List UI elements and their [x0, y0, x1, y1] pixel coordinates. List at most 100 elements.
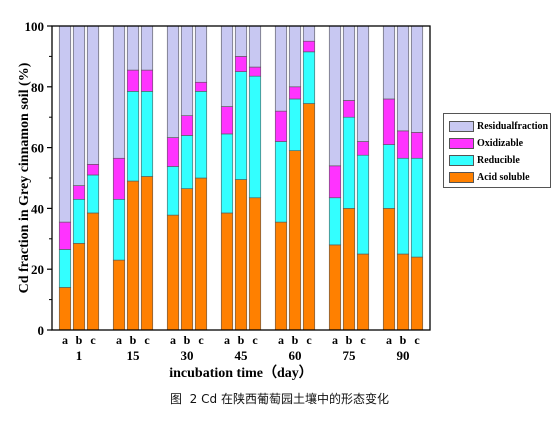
bar-segment	[140, 69, 154, 92]
x-group-label: 90	[397, 348, 410, 363]
bar-segment	[302, 103, 316, 331]
x-subcategory-label: a	[224, 333, 230, 347]
bar-segment	[342, 116, 356, 209]
legend-label: Reducible	[477, 155, 520, 166]
bar-segment	[410, 256, 424, 331]
y-tick-label: 100	[25, 19, 45, 34]
x-subcategory-label: b	[238, 333, 245, 347]
x-group-label: 1	[76, 348, 83, 363]
x-subcategory-label: b	[130, 333, 137, 347]
x-subcategory-label: c	[90, 333, 96, 347]
bar-segment	[234, 25, 248, 57]
y-axis-label: Cd fraction in Grey cinnamon soil (%)	[17, 62, 32, 293]
bar-segment	[328, 165, 342, 199]
bar-segment	[220, 106, 234, 135]
bar-segment	[288, 150, 302, 331]
bar-segment	[194, 81, 208, 92]
bar-segment	[86, 25, 100, 165]
y-tick-label: 80	[31, 80, 44, 95]
x-subcategory-label: c	[306, 333, 312, 347]
legend-swatch	[449, 155, 474, 166]
bar-segment	[166, 214, 180, 331]
x-subcategory-label: c	[252, 333, 258, 347]
bar-segment	[234, 179, 248, 331]
bar-segment	[274, 110, 288, 142]
bar-segment	[302, 25, 316, 42]
bar-segment	[86, 174, 100, 214]
legend-swatch	[449, 138, 474, 149]
bar-segment	[288, 86, 302, 100]
bar-segment	[382, 25, 396, 100]
bar-segment	[382, 208, 396, 331]
x-group-label: 15	[127, 348, 141, 363]
bar-segment	[86, 212, 100, 331]
legend-label: Residualfraction	[477, 121, 549, 132]
bar-segment	[112, 25, 126, 159]
bar-segment	[274, 25, 288, 112]
bar-segment	[382, 144, 396, 209]
legend-swatch	[449, 121, 474, 132]
y-tick-label: 20	[31, 262, 44, 277]
x-subcategory-label: a	[278, 333, 284, 347]
figure-label: 图 2	[170, 392, 198, 406]
x-group-label: 60	[289, 348, 302, 363]
bar-segment	[288, 25, 302, 88]
x-group-label: 45	[235, 348, 249, 363]
x-subcategory-label: c	[360, 333, 366, 347]
bar-segment	[72, 243, 86, 331]
x-subcategory-label: b	[292, 333, 299, 347]
bar-segment	[112, 157, 126, 200]
legend-item: Residualfraction	[449, 118, 550, 135]
x-group-label: 30	[181, 348, 194, 363]
bar-segment	[126, 69, 140, 92]
x-subcategory-label: a	[386, 333, 392, 347]
bar-segment	[194, 25, 208, 83]
legend-item: Acid soluble	[449, 169, 550, 186]
bar-segment	[180, 115, 194, 136]
bar-segment	[180, 135, 194, 189]
legend-label: Acid soluble	[477, 172, 530, 183]
bar-segment	[112, 198, 126, 261]
x-group-label: 75	[343, 348, 357, 363]
bar-segment	[248, 66, 262, 77]
bar-segment	[382, 98, 396, 145]
bar-segment	[342, 208, 356, 331]
plot-area	[51, 25, 431, 331]
bar-segment	[166, 166, 180, 216]
legend-item: Reducible	[449, 152, 550, 169]
bar-segment	[72, 198, 86, 244]
bar-segment	[356, 154, 370, 255]
bar-segment	[166, 25, 180, 138]
bar-segment	[410, 132, 424, 159]
x-subcategory-label: a	[62, 333, 68, 347]
bar-segment	[248, 25, 262, 68]
bar-segment	[274, 221, 288, 331]
bar-segment	[234, 56, 248, 72]
bar-segment	[396, 157, 410, 255]
x-subcategory-label: b	[346, 333, 353, 347]
bar-segment	[356, 141, 370, 156]
y-tick-label: 40	[31, 201, 44, 216]
legend-swatch	[449, 172, 474, 183]
x-subcategory-label: a	[332, 333, 338, 347]
x-subcategory-label: a	[116, 333, 122, 347]
bar-segment	[248, 75, 262, 199]
bar-segment	[410, 25, 424, 133]
bar-segment	[72, 25, 86, 186]
bar-segment	[194, 177, 208, 331]
bar-segment	[248, 197, 262, 331]
y-tick-label: 0	[38, 323, 45, 338]
bar-segment	[58, 25, 72, 223]
bar-segment	[180, 25, 194, 116]
bar-segment	[274, 141, 288, 223]
bar-segment	[220, 133, 234, 214]
x-subcategory-label: c	[414, 333, 420, 347]
bar-segment	[342, 100, 356, 118]
bar-segment	[194, 91, 208, 179]
bar-segment	[342, 25, 356, 101]
figure-caption: 图 2 Cd 在陕西葡萄园土壤中的形态变化	[0, 390, 559, 407]
bar-segment	[58, 221, 72, 250]
bar-segment	[220, 25, 234, 107]
